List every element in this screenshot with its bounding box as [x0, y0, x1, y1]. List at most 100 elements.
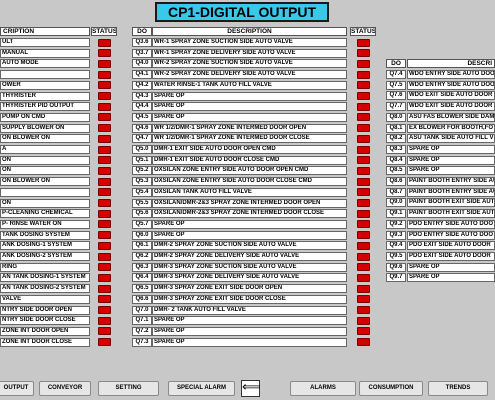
left-row-description [0, 70, 90, 80]
left-row-description: ON BLOWER ON [0, 177, 90, 187]
middle-row-description: WATER RINSE-1 TANK AUTO FILL VALVE [152, 80, 347, 90]
conveyor-nav-button[interactable]: CONVEYOR [39, 381, 91, 396]
middle-row-description: WR 1/2/DMR-1 SPRAY ZONE INTERMED DOOR OP… [152, 123, 347, 133]
middle-row-description: SPARE OP [152, 337, 347, 347]
status-led-icon [357, 166, 370, 175]
middle-row-description: DMR-3 SPRAY ZONE EXIT SIDE DOOR OPEN [152, 284, 347, 294]
status-led-icon [98, 102, 111, 111]
right-row-description: SPARE OP [407, 155, 495, 165]
left-description-header: CRIPTION [0, 27, 90, 36]
middle-row-do: Q5.0 [132, 145, 152, 154]
middle-row-do: Q7.1 [132, 316, 152, 326]
left-row-description: VALVE [0, 294, 90, 304]
middle-row-do: Q4.3 [132, 91, 152, 101]
right-row-do: Q8.1 [386, 123, 406, 133]
right-row-description: EX BLOWER FOR BOOTH,FO [407, 123, 495, 133]
right-row-do: Q7.7 [386, 102, 406, 112]
status-led-icon [357, 241, 370, 250]
right-row-description: PDO ENTRY SIDE AUTO DOO [407, 219, 495, 229]
special-alarm-nav-button[interactable]: SPECIAL ALARM [168, 381, 235, 396]
trends-nav-button[interactable]: TRENDS [428, 381, 488, 396]
status-led-icon [98, 252, 111, 261]
middle-row-description: OXSILAN ZONE ENTRY SIDE AUTO DOOR CLOSE … [152, 177, 347, 187]
status-led-icon [98, 284, 111, 293]
status-led-icon [98, 273, 111, 282]
right-row-do: Q7.4 [386, 70, 406, 79]
middle-row-description: WR-1 SPRAY ZONE SUCTION SIDE AUTO VALVE [152, 38, 347, 47]
middle-row-do: Q3.6 [132, 38, 152, 47]
middle-row-do: Q5.6 [132, 209, 152, 219]
left-row-description: ULT [0, 38, 90, 47]
middle-row-description: DMR-1 EXIT SIDE AUTO DOOR OPEN CMD [152, 145, 347, 154]
left-row-description: AN TANK DOSING-1 SYSTEM [0, 273, 90, 283]
right-row-description: SPARE OP [407, 166, 495, 176]
right-row-description: PAINT BOOTH ENTRY SIDE AU [407, 177, 495, 186]
status-led-icon [98, 327, 111, 336]
alarms-nav-button[interactable]: ALARMS [290, 381, 356, 396]
middle-row-do: Q7.0 [132, 305, 152, 315]
middle-row-do: Q5.5 [132, 198, 152, 208]
middle-row-description: SPARE OP [152, 326, 347, 336]
middle-row-description: DMR-2 SPRAY ZONE DELIVERY SIDE AUTO VALV… [152, 252, 347, 261]
right-row-do: Q8.5 [386, 166, 406, 176]
status-led-icon [98, 231, 111, 240]
status-led-icon [98, 295, 111, 304]
right-row-description: SPARE OP [407, 262, 495, 272]
status-led-icon [357, 199, 370, 207]
left-row-description: NTRY SIDE DOOR OPEN [0, 305, 90, 315]
middle-row-do: Q6.3 [132, 262, 152, 272]
middle-row-description: OXSILAN/DMR-2&3 SPRAY ZONE INTERMED DOOR… [152, 209, 347, 219]
left-row-description: ON [0, 155, 90, 165]
right-row-description: SPARE OP [407, 144, 495, 154]
status-led-icon [357, 231, 370, 240]
right-row-do: Q9.6 [386, 262, 406, 272]
right-row-do: Q8.6 [386, 177, 406, 186]
output-nav-button[interactable]: OUTPUT [0, 381, 34, 396]
right-row-do: Q7.5 [386, 80, 406, 90]
back-button[interactable]: ⟸ [241, 380, 261, 397]
left-row-description: RING [0, 262, 90, 272]
right-description-header: DESCRI [407, 59, 495, 68]
status-led-icon [357, 156, 370, 165]
right-row-description: ASU FAS BLOWER SIDE DAM [407, 112, 495, 122]
left-row-description: TANK DOSING SYSTEM [0, 230, 90, 240]
middle-row-description: WR 1/2/DMR-1 SPRAY ZONE INTERMED DOOR CL… [152, 134, 347, 144]
left-row-description: ON BLOWER ON [0, 134, 90, 144]
middle-row-description: OXSILAN ZONE ENTRY SIDE AUTO DOOR OPEN C… [152, 166, 347, 176]
status-led-icon [357, 188, 370, 197]
middle-row-do: Q4.5 [132, 112, 152, 122]
consumption-nav-button[interactable]: CONSUMPTION [359, 381, 423, 396]
left-row-description: ON [0, 166, 90, 176]
left-row-description: ANK DOSING-2 SYSTEM [0, 252, 90, 261]
left-row-description: AUTO MODE [0, 59, 90, 69]
middle-row-do: Q4.7 [132, 134, 152, 144]
middle-row-description: DMR- 2 TANK AUTO FILL VALVE [152, 305, 347, 315]
setting-nav-button[interactable]: SETTING [98, 381, 159, 396]
right-row-description: WDO EXIT SIDE AUTO DOOR [407, 91, 495, 101]
status-led-icon [357, 124, 370, 133]
left-row-description: ANK DOSING-1 SYSTEM [0, 241, 90, 251]
right-row-description: PAINT BOOTH EXIT SIDE AUTO [407, 209, 495, 219]
status-led-icon [98, 263, 111, 272]
left-row-description: SUPPLY BLOWER ON [0, 123, 90, 133]
middle-row-description: DMR-3 SPRAY ZONE EXIT SIDE DOOR CLOSE [152, 294, 347, 304]
status-led-icon [357, 273, 370, 282]
status-led-icon [357, 49, 370, 58]
right-row-description: PDO ENTRY SIDE AUTO DOO [407, 230, 495, 240]
status-led-icon [98, 70, 111, 79]
middle-row-description: WR-2 SPRAY ZONE DELIVERY SIDE AUTO VALVE [152, 70, 347, 80]
status-led-icon [98, 338, 111, 347]
middle-row-do: Q6.0 [132, 230, 152, 240]
middle-row-description: DMR-1 EXIT SIDE AUTO DOOR CLOSE CMD [152, 155, 347, 165]
status-led-icon [98, 316, 111, 325]
middle-row-description: DMR-2 SPRAY ZONE SUCTION SIDE AUTO VALVE [152, 241, 347, 251]
status-led-icon [357, 209, 370, 218]
left-status-header: STATUS [91, 27, 117, 36]
right-row-do: Q9.0 [386, 198, 406, 208]
left-row-description: AN TANK DOSING-2 SYSTEM [0, 284, 90, 294]
status-led-icon [357, 316, 370, 325]
left-row-description: NTRY SIDE DOOR CLOSE [0, 316, 90, 326]
status-led-icon [98, 177, 111, 186]
right-row-do: Q9.7 [386, 273, 406, 283]
status-led-icon [98, 145, 111, 154]
